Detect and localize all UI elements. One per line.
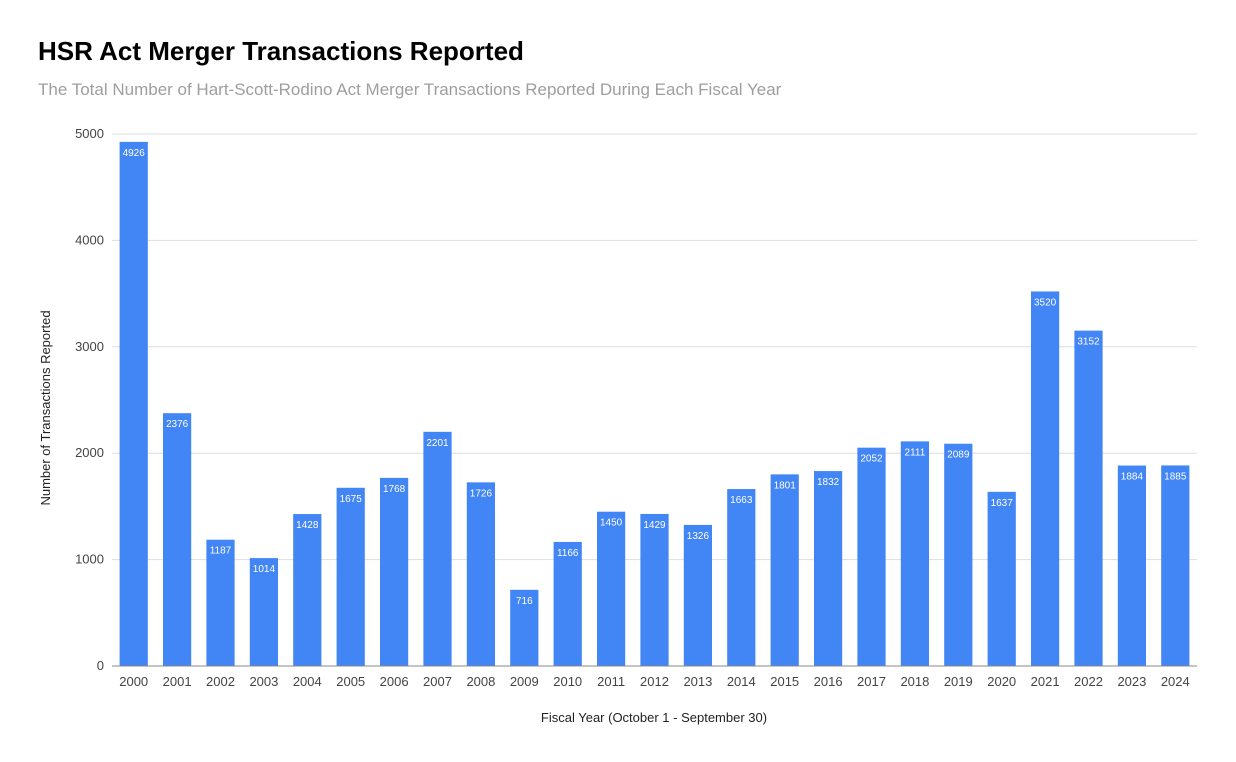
data-label: 1637 (991, 498, 1014, 509)
data-label: 1884 (1121, 472, 1144, 483)
data-label: 1166 (557, 548, 579, 559)
x-tick-label: 2014 (727, 674, 756, 689)
x-tick-label: 2017 (857, 674, 886, 689)
bar-2001 (162, 413, 192, 666)
data-label: 1663 (730, 495, 753, 506)
bar-2003 (249, 558, 279, 666)
data-label: 2052 (860, 454, 883, 465)
bar-2013 (683, 524, 713, 666)
data-label: 1428 (296, 520, 319, 531)
x-tick-label: 2019 (944, 674, 973, 689)
bar-2002 (206, 539, 235, 666)
bar-2000 (119, 141, 148, 666)
y-tick-label: 4000 (75, 232, 104, 247)
bar-2011 (596, 511, 626, 666)
chart-title: HSR Act Merger Transactions Reported (38, 36, 524, 66)
bars (119, 141, 1190, 666)
data-label: 1187 (210, 546, 232, 557)
bar-2016 (813, 471, 843, 666)
data-label: 3520 (1034, 297, 1057, 308)
x-tick-label: 2013 (683, 674, 712, 689)
x-tick-label: 2002 (206, 674, 235, 689)
bar-2023 (1117, 465, 1147, 666)
y-tick-label: 2000 (75, 445, 104, 460)
bar-2010 (553, 541, 582, 666)
data-label: 1429 (643, 520, 666, 531)
x-tick-label: 2018 (900, 674, 929, 689)
data-label: 2201 (426, 438, 449, 449)
bar-2009 (510, 589, 539, 666)
x-tick-label: 2009 (510, 674, 539, 689)
x-tick-label: 2008 (466, 674, 495, 689)
x-tick-label: 2020 (987, 674, 1016, 689)
data-label: 2089 (947, 450, 970, 461)
x-tick-label: 2000 (119, 674, 148, 689)
data-label: 4926 (123, 148, 146, 159)
y-axis-ticks: 0 1000 2000 3000 4000 5000 (75, 126, 104, 673)
bar-2018 (900, 441, 930, 666)
x-tick-label: 2016 (814, 674, 843, 689)
x-tick-label: 2010 (553, 674, 582, 689)
x-tick-label: 2005 (336, 674, 365, 689)
bar-2014 (727, 489, 756, 666)
x-tick-label: 2001 (163, 674, 192, 689)
data-labels: 4926 2376 1187 1014 1428 1675 1768 2201 1726 716 1… (123, 148, 1187, 607)
x-tick-label: 2011 (597, 674, 625, 689)
y-tick-label: 1000 (75, 552, 104, 567)
bar-2024 (1161, 465, 1190, 666)
bar-2008 (466, 482, 496, 666)
bar-2007 (423, 431, 452, 666)
bar-2006 (379, 477, 409, 666)
bar-2017 (857, 447, 886, 666)
bar-2015 (770, 474, 799, 666)
data-label: 1885 (1164, 471, 1187, 482)
chart-subtitle: The Total Number of Hart-Scott-Rodino Ac… (38, 80, 782, 99)
y-axis-label: Number of Transactions Reported (38, 310, 53, 505)
x-axis-label: Fiscal Year (October 1 - September 30) (541, 710, 767, 725)
data-label: 1326 (687, 531, 710, 542)
data-label: 2376 (166, 419, 189, 430)
data-label: 1832 (817, 477, 840, 488)
bar-2019 (944, 443, 973, 666)
x-axis-ticks: 2000 2001 2002 2003 2004 2005 2006 2007 2008 2009… (119, 674, 1190, 689)
x-tick-label: 2003 (249, 674, 278, 689)
x-tick-label: 2004 (293, 674, 322, 689)
data-label: 1450 (600, 518, 623, 529)
data-label: 1675 (340, 494, 363, 505)
x-tick-label: 2021 (1031, 674, 1060, 689)
data-label: 1014 (253, 564, 276, 575)
data-label: 1801 (774, 480, 797, 491)
x-tick-label: 2024 (1161, 674, 1190, 689)
bar-2005 (336, 487, 365, 666)
bar-2021 (1030, 291, 1060, 666)
y-tick-label: 0 (97, 658, 104, 673)
bar-2012 (640, 513, 669, 666)
data-label: 3152 (1077, 337, 1100, 348)
y-tick-label: 5000 (75, 126, 104, 141)
bar-2020 (987, 491, 1016, 666)
x-tick-label: 2006 (380, 674, 409, 689)
bar-2022 (1074, 330, 1103, 666)
x-tick-label: 2015 (770, 674, 799, 689)
y-tick-label: 3000 (75, 339, 104, 354)
x-tick-label: 2022 (1074, 674, 1103, 689)
bar-2004 (293, 514, 322, 666)
x-tick-label: 2012 (640, 674, 669, 689)
data-label: 1768 (383, 484, 406, 495)
x-tick-label: 2023 (1117, 674, 1146, 689)
data-label: 716 (516, 596, 533, 607)
data-label: 2111 (905, 447, 926, 458)
x-tick-label: 2007 (423, 674, 452, 689)
data-label: 1726 (470, 488, 493, 499)
